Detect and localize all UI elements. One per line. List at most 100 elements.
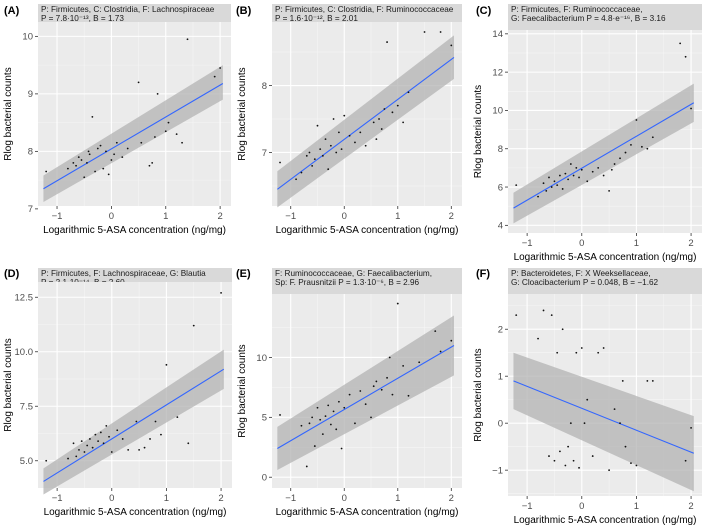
data-point — [308, 422, 311, 425]
y-axis-label: Rlog bacterial counts — [473, 348, 484, 441]
data-point — [537, 337, 539, 340]
data-point — [99, 431, 102, 434]
data-point — [515, 314, 518, 317]
data-point — [386, 376, 388, 379]
y-tick-label: 7 — [28, 204, 33, 215]
data-point — [121, 156, 124, 159]
x-tick-label: 1 — [395, 493, 400, 504]
data-point — [391, 111, 394, 114]
data-point — [564, 172, 567, 175]
panel-3: (C) P: Firmicutes, F: Ruminococcaceae,G: … — [473, 4, 702, 263]
panel-label: (C) — [476, 5, 492, 17]
x-tick-label: −1 — [285, 493, 296, 504]
data-point — [679, 42, 682, 45]
data-point — [311, 416, 314, 419]
data-point — [635, 464, 638, 467]
data-point — [313, 158, 316, 161]
data-point — [313, 445, 316, 447]
data-point — [99, 144, 102, 147]
data-point — [690, 426, 692, 429]
x-axis-label: Logarithmic 5-ASA concentration (ng/mg) — [44, 507, 227, 518]
data-point — [630, 462, 632, 465]
confidence-band — [277, 35, 454, 208]
confidence-band — [43, 349, 224, 495]
y-tick-label: 5.0 — [20, 456, 33, 467]
data-point — [621, 380, 624, 382]
y-tick-label: 0 — [498, 418, 503, 429]
data-point — [335, 428, 338, 431]
panel-label: (B) — [236, 5, 252, 17]
data-point — [165, 363, 168, 366]
y-tick-label: 10 — [492, 106, 503, 117]
data-point — [569, 163, 572, 165]
data-point — [176, 416, 179, 419]
data-point — [684, 459, 687, 462]
x-tick-label: 2 — [688, 501, 693, 512]
data-point — [372, 385, 375, 388]
strip-text: P: Firmicutes, F: Lachnospiraceae, G: Bl… — [41, 269, 206, 278]
y-tick-label: 0 — [262, 473, 267, 484]
data-point — [608, 189, 610, 192]
data-point — [156, 92, 159, 95]
data-point — [45, 170, 48, 173]
data-point — [338, 400, 340, 403]
data-point — [556, 184, 559, 187]
x-tick-label: −1 — [522, 238, 533, 249]
y-axis-label: Rlog bacterial counts — [473, 85, 484, 178]
data-point — [561, 328, 564, 331]
data-point — [630, 144, 632, 146]
strip-text: G: Cloacibacterium P = 0.048, B = −1.62 — [511, 278, 659, 287]
data-point — [78, 448, 80, 451]
y-tick-label: 12.5 — [15, 293, 34, 304]
facet-strip — [272, 4, 462, 22]
data-point — [94, 433, 97, 436]
data-point — [75, 164, 77, 167]
data-point — [553, 180, 556, 183]
regression-line — [513, 380, 695, 454]
data-point — [187, 442, 190, 445]
data-point — [580, 347, 583, 349]
data-point — [220, 291, 222, 294]
confidence-band — [43, 65, 223, 202]
data-point — [87, 150, 90, 153]
x-tick-label: 0 — [109, 211, 114, 222]
data-point — [591, 170, 594, 173]
x-tick-label: −1 — [285, 211, 296, 222]
data-point — [91, 446, 94, 449]
data-point — [434, 330, 437, 333]
data-point — [386, 41, 388, 43]
panel-label: (E) — [236, 268, 251, 280]
data-point — [608, 469, 610, 472]
x-tick-label: 1 — [164, 493, 169, 504]
data-point — [583, 422, 586, 425]
data-point — [646, 147, 649, 150]
data-point — [354, 422, 356, 425]
strip-text: G: Faecalibacterium P = 4.8·e⁻¹⁶, B = 3.… — [511, 14, 666, 23]
data-point — [311, 164, 314, 167]
data-point — [86, 444, 89, 447]
data-point — [567, 178, 570, 181]
data-point — [537, 195, 539, 198]
regression-line — [43, 83, 224, 190]
x-axis-label: Logarithmic 5-ASA concentration (ng/mg) — [514, 252, 697, 263]
y-tick-label: 12 — [492, 67, 503, 78]
data-point — [137, 81, 140, 84]
data-point — [684, 55, 687, 58]
regression-line — [43, 368, 225, 482]
x-tick-label: 1 — [634, 238, 639, 249]
data-point — [80, 159, 83, 161]
facet-strip — [38, 4, 231, 22]
data-point — [407, 394, 410, 397]
data-point — [407, 91, 410, 94]
data-point — [219, 67, 222, 69]
facet-strip — [508, 4, 702, 30]
data-point — [160, 433, 162, 436]
data-point — [343, 406, 346, 409]
regression-line — [277, 345, 455, 449]
data-point — [439, 350, 442, 353]
data-point — [75, 455, 78, 458]
x-axis-label: Logarithmic 5-ASA concentration (ng/mg) — [276, 225, 459, 236]
data-point — [143, 446, 146, 449]
data-point — [181, 141, 183, 144]
data-point — [83, 451, 86, 453]
